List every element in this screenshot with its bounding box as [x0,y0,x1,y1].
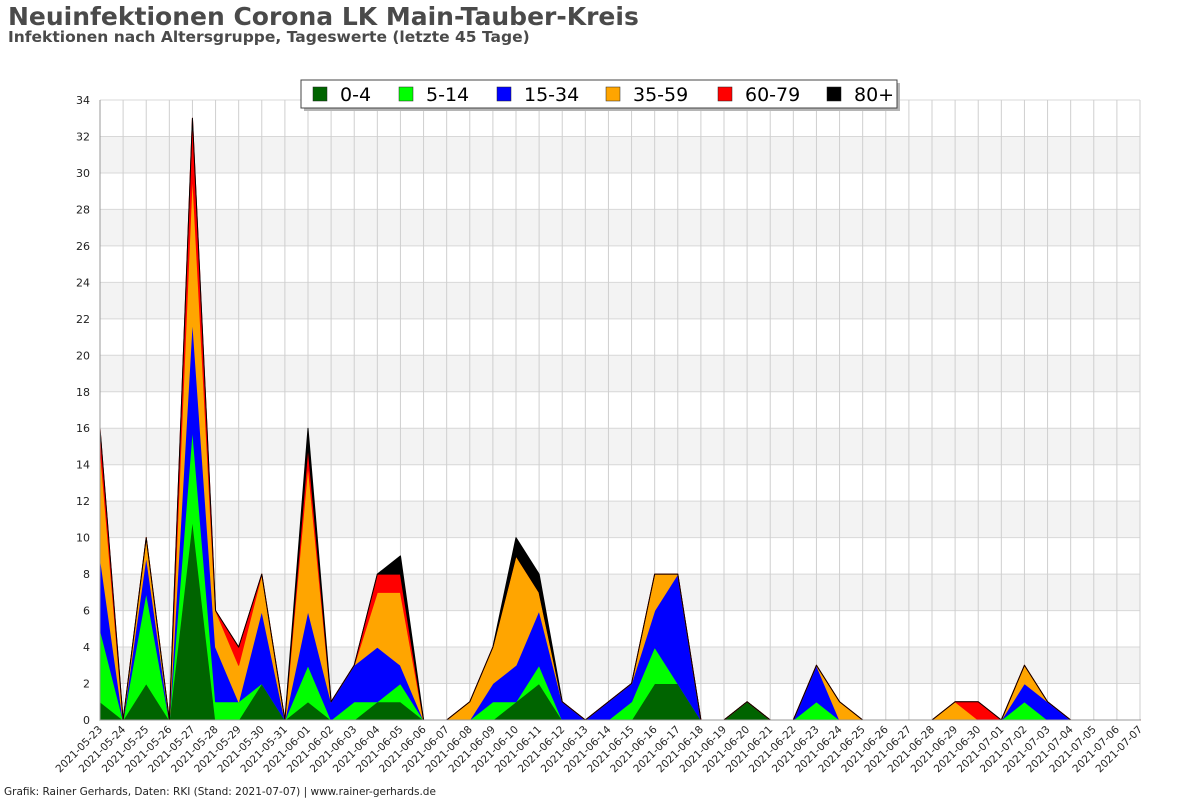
chart-subtitle: Infektionen nach Altersgruppe, Tageswert… [8,28,530,46]
y-tick-label: 24 [76,276,90,289]
legend-label: 15-34 [524,84,579,106]
legend-swatch [496,86,512,102]
legend-swatch [826,86,842,102]
legend-label: 60-79 [745,84,800,106]
y-tick-label: 8 [83,568,90,581]
chart-title: Neuinfektionen Corona LK Main-Tauber-Kre… [8,2,639,31]
x-axis-ticks: 2021-05-232021-05-242021-05-252021-05-26… [53,723,1145,775]
y-tick-label: 4 [83,641,90,654]
grid-band [100,209,1140,246]
y-tick-label: 16 [76,422,90,435]
grid-band [100,355,1140,392]
legend-label: 35-59 [633,84,688,106]
legend-label: 5-14 [426,84,469,106]
y-tick-label: 30 [76,167,90,180]
y-tick-label: 32 [76,130,90,143]
y-tick-label: 28 [76,203,90,216]
legend-swatch [605,86,621,102]
legend-label: 80+ [854,84,894,106]
y-tick-label: 14 [76,459,90,472]
legend: 0-4 5-14 15-34 35-59 60-79 80+ [300,79,900,111]
grid-band [100,136,1140,173]
y-tick-label: 20 [76,349,90,362]
axes [99,100,1140,721]
grid-band [100,428,1140,465]
y-tick-label: 2 [83,678,90,691]
y-tick-label: 10 [76,532,90,545]
legend-swatch [312,86,328,102]
y-tick-label: 12 [76,495,90,508]
y-tick-label: 26 [76,240,90,253]
area-series [99,117,1141,721]
grid-band [100,574,1140,611]
legend-label: 0-4 [340,84,371,106]
grid-band [100,282,1140,319]
y-tick-label: 0 [83,714,90,727]
footer-credits: Grafik: Rainer Gerhards, Daten: RKI (Sta… [4,786,436,798]
legend-swatch [398,86,414,102]
y-tick-label: 34 [76,94,90,107]
y-tick-label: 18 [76,386,90,399]
y-tick-label: 6 [83,605,90,618]
grid-band [100,501,1140,538]
y-tick-label: 22 [76,313,90,326]
legend-box [300,79,898,109]
legend-swatch [717,86,733,102]
